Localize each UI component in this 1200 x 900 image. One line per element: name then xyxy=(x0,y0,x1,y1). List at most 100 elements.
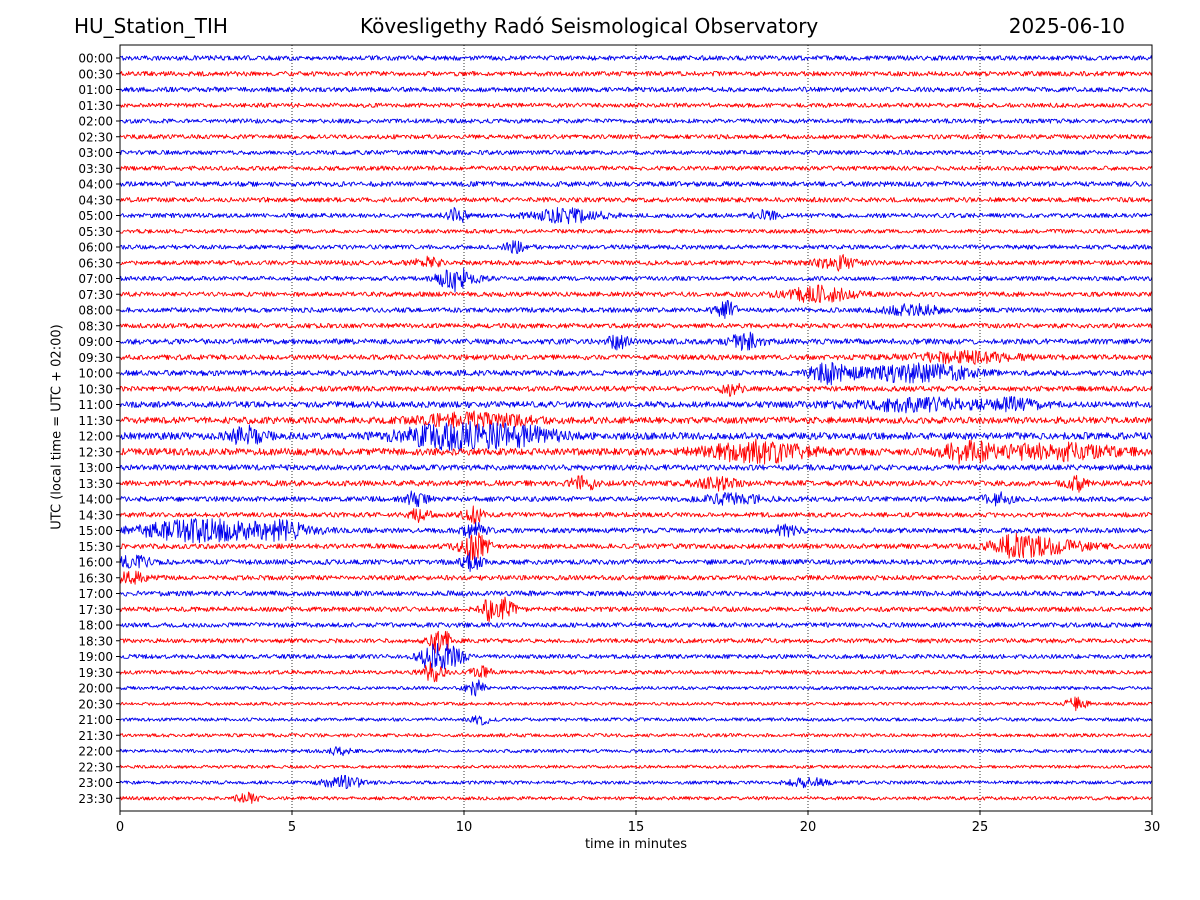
y-tick-label: 09:30 xyxy=(78,351,113,365)
x-tick-layer: 0 5 10 15 20 25 30 xyxy=(116,811,1160,835)
seismogram-trace xyxy=(119,55,1153,61)
x-axis-label: time in minutes xyxy=(584,837,688,852)
y-tick-label: 13:30 xyxy=(78,477,113,491)
y-tick-label: 20:00 xyxy=(78,682,113,696)
y-axis-label: UTC (local time = UTC + 02:00) xyxy=(49,324,65,530)
seismogram-trace xyxy=(119,590,1153,597)
y-tick-label: 16:30 xyxy=(78,571,113,585)
y-tick-label: 19:00 xyxy=(78,650,113,664)
x-tick-label: 0 xyxy=(116,820,124,835)
seismogram-trace xyxy=(119,118,1153,124)
seismogram-trace xyxy=(120,764,1153,769)
y-tick-label: 03:30 xyxy=(78,162,113,176)
seismogram-trace xyxy=(119,207,1153,225)
y-tick-label: 01:30 xyxy=(78,99,113,113)
seismogram-trace xyxy=(119,791,1153,804)
seismogram-trace xyxy=(119,70,1153,77)
seismogram-trace xyxy=(119,532,1153,561)
seismogram-trace xyxy=(119,102,1153,108)
y-tick-label: 14:30 xyxy=(78,508,113,522)
y-tick-label: 01:00 xyxy=(78,83,113,97)
seismogram-trace xyxy=(119,679,1153,697)
seismogram-trace xyxy=(119,228,1153,234)
seismogram-trace xyxy=(119,696,1153,712)
seismogram-trace xyxy=(119,410,1153,431)
y-tick-label: 08:30 xyxy=(78,319,113,333)
y-tick-label: 22:30 xyxy=(78,760,113,774)
seismogram-trace xyxy=(119,715,1153,726)
station-name: HU_Station_TIH xyxy=(74,14,228,38)
seismogram-trace xyxy=(119,181,1153,187)
y-tick-label: 18:30 xyxy=(78,634,113,648)
y-tick-label: 08:00 xyxy=(78,304,113,318)
seismogram-trace xyxy=(119,382,1153,397)
y-tick-label: 06:00 xyxy=(78,241,113,255)
x-tick-label: 10 xyxy=(456,820,473,835)
seismogram-trace xyxy=(119,267,1153,293)
seismogram-trace xyxy=(119,86,1153,93)
y-tick-label: 17:00 xyxy=(78,587,113,601)
seismogram-trace xyxy=(119,165,1153,171)
y-tick-label: 18:00 xyxy=(78,619,113,633)
grid-layer xyxy=(291,45,981,811)
seismogram-trace xyxy=(119,643,1153,672)
y-tick-label: 16:00 xyxy=(78,556,113,570)
y-tick-label: 07:30 xyxy=(78,288,113,302)
y-tick-label: 06:30 xyxy=(78,256,113,270)
y-tick-label: 09:00 xyxy=(78,335,113,349)
record-date: 2025-06-10 xyxy=(1008,14,1125,38)
seismogram-trace xyxy=(119,299,1153,319)
y-tick-label: 03:00 xyxy=(78,146,113,160)
seismogram-trace xyxy=(119,349,1153,365)
seismogram-trace xyxy=(119,134,1153,140)
observatory-title: Kövesligethy Radó Seismological Observat… xyxy=(360,14,819,38)
seismogram-trace xyxy=(119,196,1153,203)
seismogram-trace xyxy=(119,661,1153,683)
seismogram-trace xyxy=(119,395,1153,414)
seismogram-trace xyxy=(119,240,1153,254)
seismogram-trace xyxy=(119,331,1153,351)
plot-frame xyxy=(119,44,1153,812)
y-tick-label: 21:30 xyxy=(78,729,113,743)
y-tick-label: 23:30 xyxy=(78,792,113,806)
seismogram-trace xyxy=(119,774,1153,789)
x-tick-label: 30 xyxy=(1144,820,1161,835)
seismogram-trace xyxy=(119,284,1153,303)
y-tick-label: 12:00 xyxy=(78,430,113,444)
seismogram-trace xyxy=(119,254,1153,272)
x-tick-label: 20 xyxy=(800,820,817,835)
y-tick-label: 00:00 xyxy=(78,52,113,66)
y-tick-label: 20:30 xyxy=(78,697,113,711)
y-tick-label: 00:30 xyxy=(78,67,113,81)
seismogram-trace xyxy=(119,490,1153,508)
y-tick-label: 10:00 xyxy=(78,367,113,381)
y-tick-label: 23:00 xyxy=(78,776,113,790)
seismogram-trace xyxy=(119,361,1153,386)
y-tick-label: 04:00 xyxy=(78,178,113,192)
y-tick-label: 02:00 xyxy=(78,115,113,129)
seismogram-trace xyxy=(119,518,1153,544)
y-tick-label: 02:30 xyxy=(78,130,113,144)
seismogram-trace xyxy=(119,746,1153,757)
seismogram-trace xyxy=(119,464,1153,471)
seismogram-trace xyxy=(119,596,1153,623)
y-tick-label: 14:00 xyxy=(78,493,113,507)
y-tick-label: 22:00 xyxy=(78,745,113,759)
y-tick-label: 04:30 xyxy=(78,193,113,207)
y-tick-label: 11:00 xyxy=(78,398,113,412)
seismogram-trace xyxy=(119,733,1153,738)
seismogram-trace xyxy=(119,474,1153,493)
seismogram-trace xyxy=(119,149,1153,156)
seismogram-trace xyxy=(119,420,1153,452)
x-tick-label: 15 xyxy=(628,820,645,835)
y-tick-label: 15:00 xyxy=(78,524,113,538)
y-tick-label: 12:30 xyxy=(78,445,113,459)
y-tick-label: 17:30 xyxy=(78,603,113,617)
seismogram-trace xyxy=(119,622,1153,628)
seismogram-trace xyxy=(119,438,1153,465)
y-tick-label: 07:00 xyxy=(78,272,113,286)
y-tick-label: 19:30 xyxy=(78,666,113,680)
y-tick-label: 13:00 xyxy=(78,461,113,475)
